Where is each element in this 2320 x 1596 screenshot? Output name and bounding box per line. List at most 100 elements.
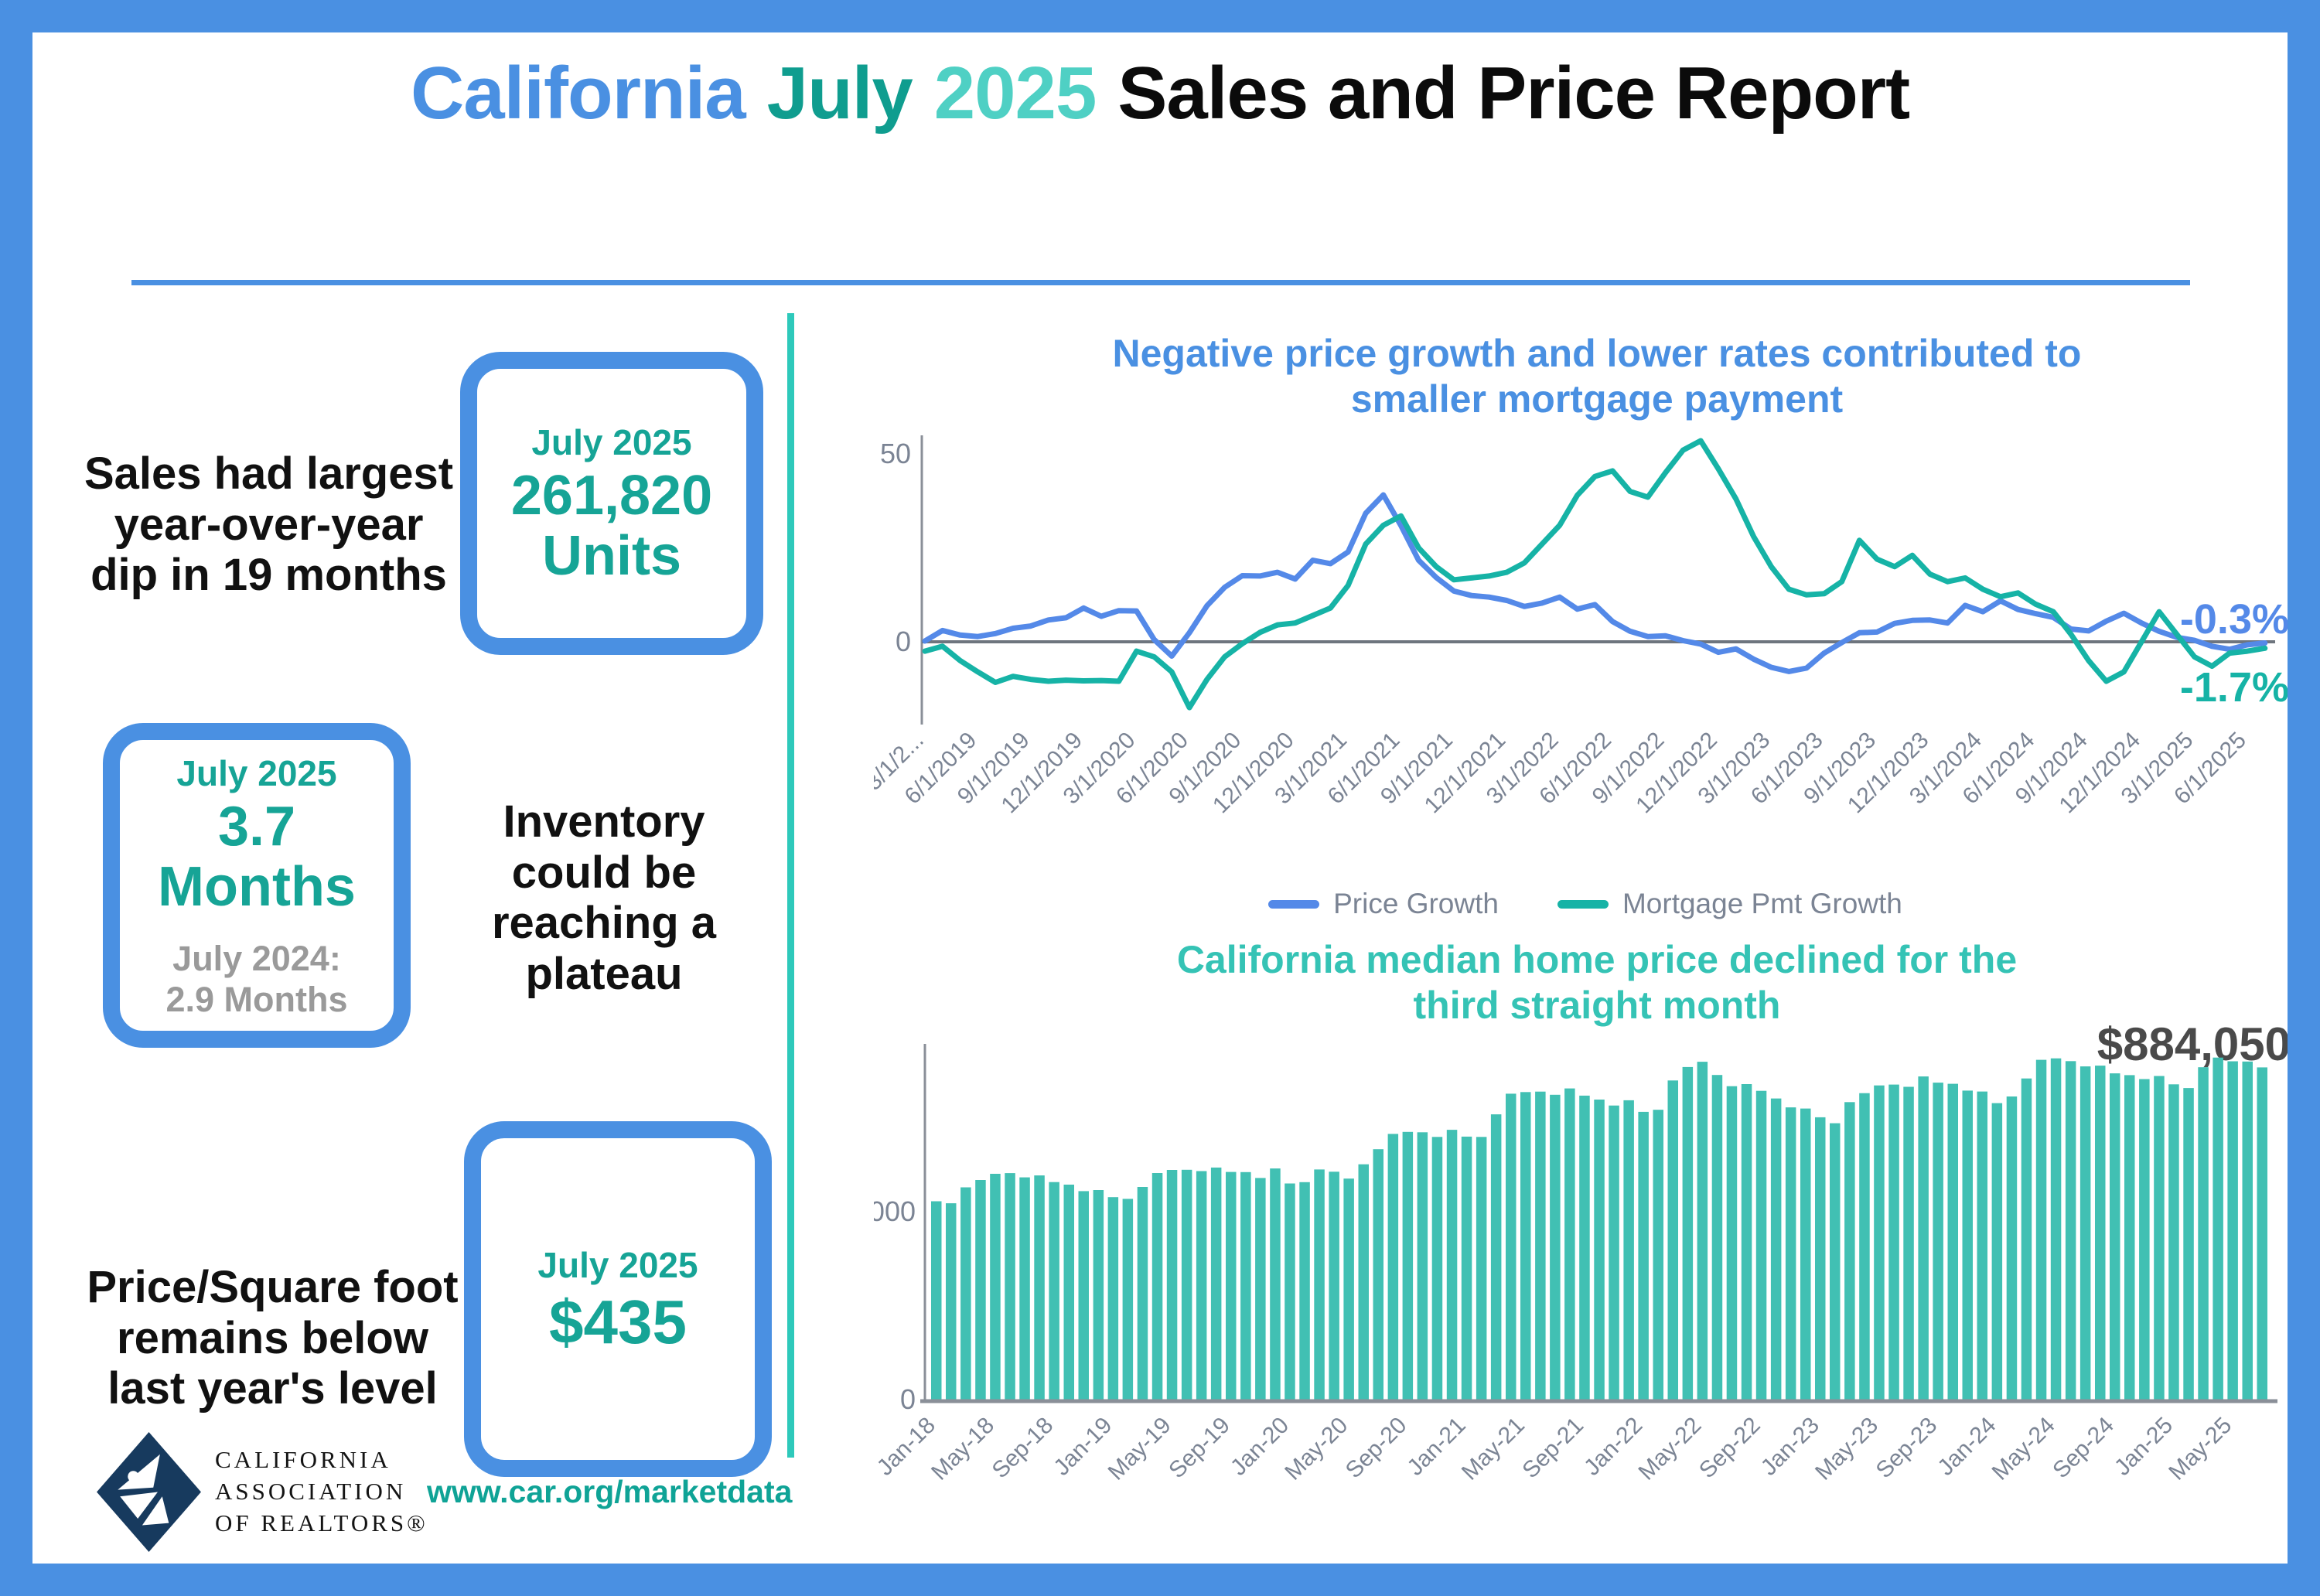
median-price-bar [2168,1084,2179,1400]
page-title: California July 2025 Sales and Price Report [0,51,2320,136]
median-price-bar [1770,1098,1782,1400]
median-price-bar [2154,1076,2165,1400]
median-price-bar [1623,1100,1634,1400]
median-price-bar [2183,1088,2194,1400]
price-vs-mortgage-growth-chart: 5003/1/2...6/1/20199/1/201912/1/20193/1/… [874,435,2275,818]
median-price-bar [2065,1061,2076,1400]
median-price-bar [2242,1061,2253,1400]
median-price-bar [2079,1066,2091,1400]
median-price-bar [1653,1110,1663,1400]
y-tick-label: 50 [880,438,911,469]
median-price-bar [2110,1073,2120,1400]
median-price-bar [1947,1083,1958,1400]
x-tick-label: May-23 [1810,1413,1883,1485]
median-price-bar [1285,1183,1295,1400]
line-chart-title: Negative price growth and lower rates co… [1112,332,2082,421]
median-price-bar [2035,1059,2047,1400]
median-price-bar [1638,1111,1649,1400]
median-price-bar [1933,1083,1943,1400]
median-price-bar [1594,1100,1605,1400]
x-tick-label: Sep-20 [1341,1413,1412,1484]
stat-sales-value: 261,820 [510,465,713,527]
stat-sales-headline: Sales had largest year-over-year dip in … [84,448,454,601]
median-price-bar [1093,1190,1104,1400]
median-price-bar [1240,1171,1251,1400]
title-report: Sales and Price Report [1117,52,1910,135]
median-price-bar [990,1174,1001,1400]
stat-sales-box: July 2025 261,820 Units [460,352,763,655]
median-price-bar [1431,1137,1443,1400]
median-price-bar [1918,1076,1929,1400]
median-home-price-chart: 5000000Jan-18May-18Sep-18Jan-19May-19Sep… [874,1044,2277,1485]
median-price-bar [1991,1103,2003,1400]
median-price-bar [1550,1094,1561,1400]
median-price-bar [2257,1067,2267,1400]
median-price-bar [1800,1108,1811,1400]
median-price-bar [2227,1061,2238,1400]
y-tick-label: 0 [900,1383,916,1415]
median-price-bar [1358,1164,1369,1400]
legend-item-price-growth: Price Growth [1268,888,1499,920]
median-price-bar [2050,1058,2062,1400]
median-price-bar [1373,1149,1383,1400]
x-tick-label: Sep-24 [2048,1413,2119,1484]
median-price-bar [1476,1137,1487,1400]
title-california: California [410,52,746,135]
stat-inventory-headline: Inventory could be reaching a plateau [491,796,717,999]
median-price-bar [1005,1173,1015,1400]
x-tick-label: May-20 [1280,1413,1353,1485]
median-price-bar [2021,1078,2032,1400]
median-price-bar [1049,1182,1059,1400]
stat-ppsf-box: July 2025 $435 [464,1121,772,1477]
series-line-price-growth [922,492,2268,674]
vertical-section-divider [787,313,794,1458]
median-price-bar [1446,1130,1458,1400]
stat-inventory-box: July 2025 3.7 Months July 2024: 2.9 Mont… [103,723,411,1048]
median-price-bar [1196,1171,1207,1400]
latest-median-price-label: $884,050 [2097,1018,2291,1070]
median-price-bar [1329,1171,1339,1400]
median-price-bar [931,1201,942,1400]
series-line-mortgage-pmt-growth [922,438,2268,711]
stat-sales-unit: Units [542,524,681,587]
median-price-bar [1490,1114,1502,1400]
median-price-bar [1226,1171,1237,1400]
median-price-bar [946,1203,957,1400]
median-price-bar [1785,1107,1796,1400]
bar-chart-title: California median home price declined fo… [1176,938,2018,1027]
median-price-bar [1210,1167,1222,1400]
median-price-bar [1888,1084,1899,1400]
x-tick-label: May-18 [926,1413,999,1485]
org-name: CALIFORNIA ASSOCIATION OF REALTORS® [215,1446,428,1536]
median-price-bar [1299,1182,1310,1400]
median-price-bar [1564,1088,1575,1400]
car-association-logo-icon [97,1432,201,1552]
x-tick-label: May-25 [2164,1413,2236,1485]
median-price-bar [1063,1185,1074,1400]
mortgage-growth-end-label: -1.7% [2179,664,2289,711]
median-price-bar [1726,1086,1738,1400]
title-year: 2025 [933,52,1097,135]
stat-inventory-period: July 2025 [176,753,337,794]
median-price-bar [1137,1187,1148,1400]
median-price-bar [1461,1136,1472,1400]
median-price-bar [1844,1102,1855,1400]
median-price-bar [1078,1191,1089,1400]
median-price-bar [1166,1170,1178,1400]
median-price-bar [975,1180,986,1400]
median-price-bar [1151,1173,1163,1400]
stat-inventory-prior-value: 2.9 Months [165,979,348,1019]
median-price-bar [1962,1090,1973,1400]
median-price-bar [1255,1178,1266,1400]
median-price-bar [1122,1199,1134,1400]
median-price-bar [1741,1084,1752,1400]
x-tick-label: May-24 [1987,1413,2060,1485]
median-price-bar [1343,1178,1354,1400]
median-price-bar [1520,1092,1531,1400]
stat-ppsf-headline: Price/Square foot remains below last yea… [87,1262,459,1414]
x-tick-label: May-22 [1633,1413,1706,1485]
median-price-bar [1682,1066,1694,1400]
median-price-bar [1859,1093,1870,1400]
legend-item-mortgage-growth: Mortgage Pmt Growth [1557,888,1902,920]
